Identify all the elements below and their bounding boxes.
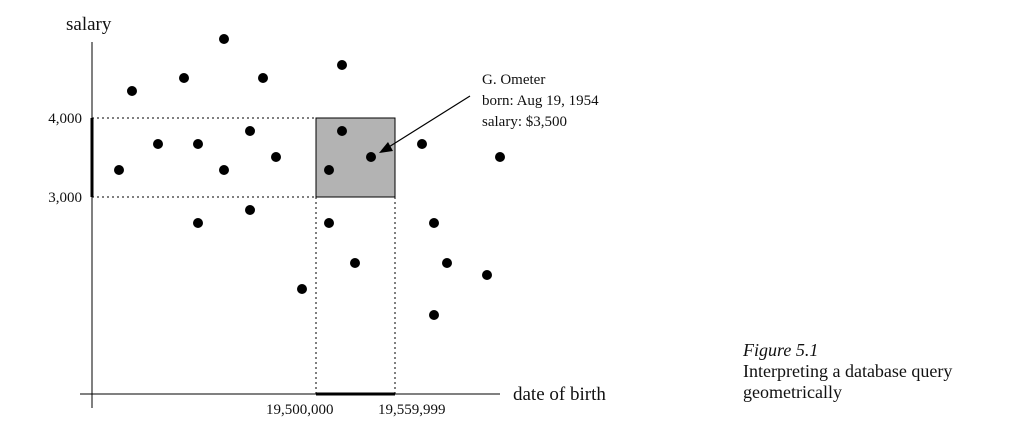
data-point	[429, 218, 439, 228]
data-point	[324, 218, 334, 228]
data-point	[193, 218, 203, 228]
y-tick-label-3000: 3,000	[48, 190, 82, 206]
y-axis-label: salary	[66, 14, 112, 35]
x-axis-label: date of birth	[513, 384, 606, 405]
data-point	[271, 152, 281, 162]
figure-number: Figure 5.1	[743, 340, 819, 360]
figure-caption: Figure 5.1 Interpreting a database query…	[743, 340, 1003, 403]
annotation-salary: salary: $3,500	[482, 114, 567, 130]
x-tick-label-low: 19,500,000	[266, 402, 334, 418]
data-point	[297, 284, 307, 294]
data-point	[114, 165, 124, 175]
data-point	[127, 86, 137, 96]
query-range-box	[315, 117, 396, 198]
data-point	[245, 205, 255, 215]
data-point	[245, 126, 255, 136]
data-point	[482, 270, 492, 280]
data-point	[350, 258, 360, 268]
data-point	[429, 310, 439, 320]
data-point	[417, 139, 427, 149]
annotation-arrowhead	[379, 142, 393, 153]
data-point	[193, 139, 203, 149]
data-point-highlighted	[366, 152, 376, 162]
data-points	[114, 34, 505, 320]
data-point	[219, 165, 229, 175]
annotation-name: G. Ometer	[482, 72, 545, 88]
data-point	[179, 73, 189, 83]
data-point	[495, 152, 505, 162]
data-point	[258, 73, 268, 83]
annotation-arrow-line	[383, 95, 471, 151]
data-point	[337, 60, 347, 70]
data-point	[153, 139, 163, 149]
x-tick-label-high: 19,559,999	[378, 402, 446, 418]
data-point	[337, 126, 347, 136]
figure-title-line-1: Interpreting a database query	[743, 361, 953, 381]
data-point	[324, 165, 334, 175]
data-point	[442, 258, 452, 268]
figure-title-line-2: geometrically	[743, 382, 842, 402]
annotation-birth: born: Aug 19, 1954	[482, 93, 599, 109]
y-tick-label-4000: 4,000	[48, 111, 82, 127]
data-point	[219, 34, 229, 44]
